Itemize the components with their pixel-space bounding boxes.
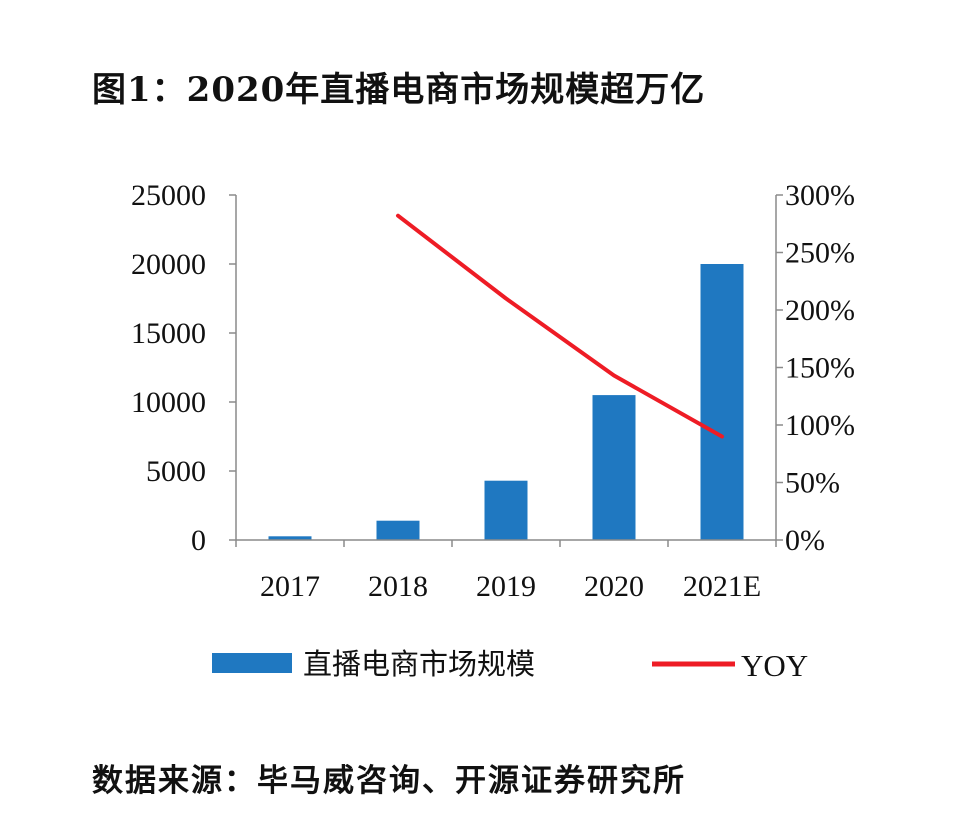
left-tick-label: 5000: [146, 455, 206, 488]
right-tick-label: 150%: [785, 352, 855, 385]
x-tick-label: 2017: [260, 570, 320, 603]
legend-bar-swatch: [212, 653, 292, 673]
x-tick-label: 2020: [584, 570, 644, 603]
chart: 0 5000 10000 15000 20000 25000 0% 50% 100% 150% 2…: [131, 179, 855, 683]
legend: 直播电商市场规模 YOY: [212, 647, 808, 683]
bar-2017: [268, 536, 312, 540]
right-tick-label: 0%: [785, 524, 825, 557]
left-tick-label: 10000: [131, 386, 206, 419]
left-tick-label: 15000: [131, 317, 206, 350]
bar-2020: [592, 395, 636, 540]
bar-2018: [376, 520, 420, 540]
yoy-line: [396, 213, 724, 439]
bar-2019: [484, 480, 528, 540]
left-tick-label: 20000: [131, 248, 206, 281]
x-tick-label: 2019: [476, 570, 536, 603]
left-tick-label: 25000: [131, 179, 206, 212]
right-tick-label: 300%: [785, 179, 855, 212]
right-tick-label: 100%: [785, 409, 855, 442]
right-tick-label: 200%: [785, 294, 855, 327]
legend-bar-label: 直播电商市场规模: [303, 647, 535, 681]
figure-title: 图1：2020年直播电商市场规模超万亿: [92, 70, 706, 110]
legend-line-label: YOY: [741, 648, 808, 683]
x-tick-label: 2021E: [683, 570, 761, 603]
left-tick-label: 0: [191, 524, 206, 557]
figure-source: 数据来源：毕马威咨询、开源证券研究所: [92, 763, 686, 799]
right-tick-label: 250%: [785, 237, 855, 270]
x-tick-label: 2018: [368, 570, 428, 603]
x-axis-ticks: 2017 2018 2019 2020 2021E: [260, 570, 761, 603]
right-axis-ticks: 0% 50% 100% 150% 200% 250% 300%: [776, 179, 855, 557]
bars-group: [268, 264, 744, 540]
right-tick-label: 50%: [785, 467, 840, 500]
left-axis-ticks: 0 5000 10000 15000 20000 25000: [131, 179, 236, 557]
yoy-line-group: [396, 213, 724, 439]
bar-2021E: [700, 264, 744, 540]
